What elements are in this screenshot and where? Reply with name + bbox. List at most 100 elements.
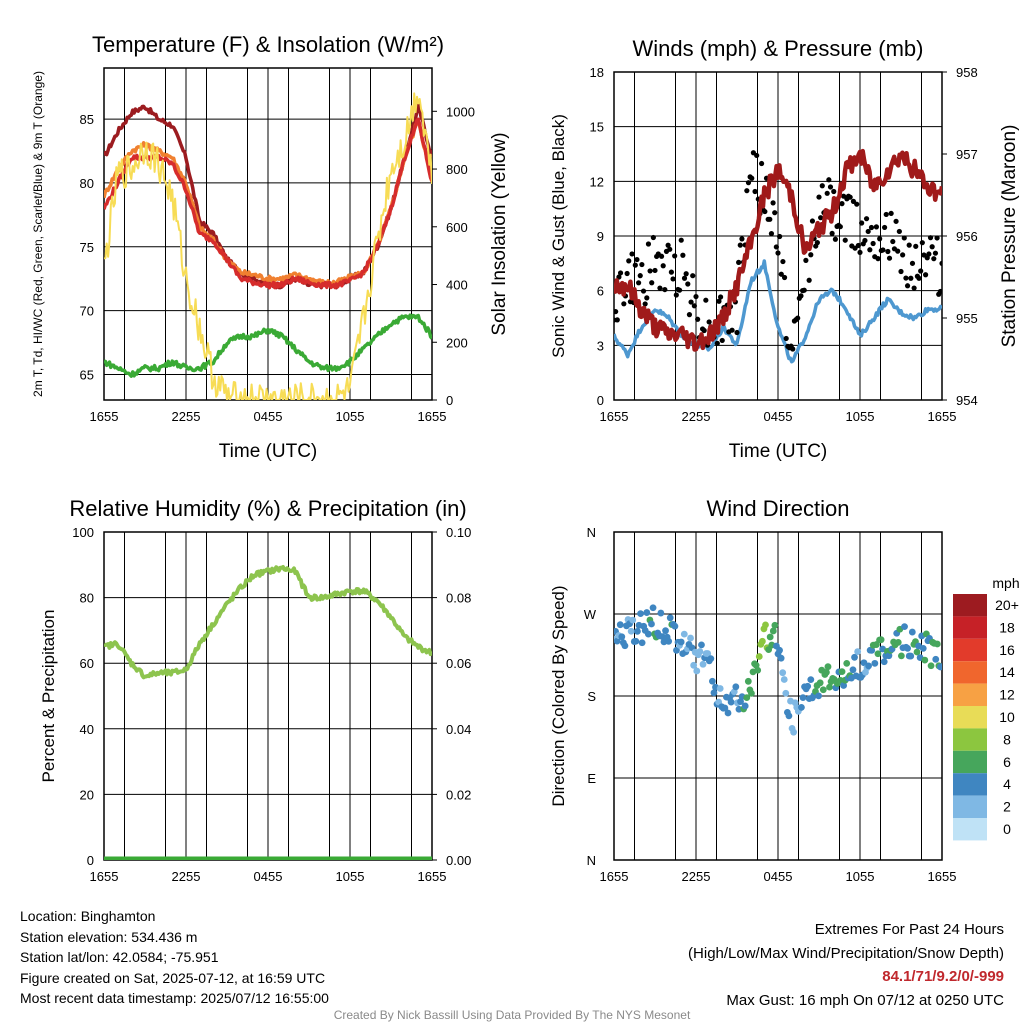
direction-point <box>762 621 769 629</box>
gust-point <box>739 236 745 242</box>
direction-point <box>904 644 912 652</box>
gust-point <box>690 273 696 279</box>
direction-point <box>885 652 893 660</box>
gust-point <box>877 236 883 242</box>
gust-point <box>644 295 650 301</box>
x-tick-label: 0455 <box>254 409 283 424</box>
gust-point <box>617 270 624 276</box>
gust-point <box>614 308 619 315</box>
direction-point <box>690 661 698 669</box>
direction-point <box>614 637 621 645</box>
gust-point <box>678 237 684 243</box>
y2-axis-label: Station Pressure (Maroon) <box>999 125 1020 348</box>
gust-point <box>839 201 845 207</box>
direction-point <box>709 677 716 685</box>
latest-timestamp: Most recent data timestamp: 2025/07/12 1… <box>20 990 329 1006</box>
station-latlon: Station lat/lon: 42.0584; -75.951 <box>20 949 219 965</box>
y-tick-label: 6 <box>597 284 604 299</box>
direction-point <box>699 660 707 668</box>
gust-point <box>650 234 656 241</box>
x-tick-label: 1055 <box>846 869 875 884</box>
gust-point <box>667 246 673 252</box>
station-info: Location: Binghamton Station elevation: … <box>20 906 329 1009</box>
colorbar-swatch <box>953 594 987 617</box>
gust-point <box>686 312 693 318</box>
gust-point <box>916 275 922 281</box>
colorbar-swatch <box>953 818 987 841</box>
y-tick-label: W <box>584 607 597 622</box>
y-tick-label: 40 <box>80 722 94 737</box>
direction-point <box>769 627 777 635</box>
gust-point <box>847 194 853 200</box>
gust-point <box>685 281 691 287</box>
direction-point <box>838 668 846 676</box>
gust-point <box>900 252 906 258</box>
direction-point <box>819 686 827 694</box>
x-tick-label: 1655 <box>418 869 447 884</box>
direction-point <box>897 652 905 660</box>
direction-point <box>854 648 862 655</box>
gust-point <box>658 253 665 259</box>
direction-point <box>716 685 724 692</box>
y2-tick-label: 400 <box>446 278 468 293</box>
gust-point <box>855 242 861 249</box>
direction-point <box>874 650 882 658</box>
direction-point <box>919 644 927 652</box>
gust-point <box>688 299 694 305</box>
direction-point <box>907 652 915 660</box>
gust-point <box>827 184 834 190</box>
colorbar-title: mph <box>992 575 1019 591</box>
gust-point <box>624 270 630 277</box>
y-tick-label: 12 <box>590 174 604 189</box>
gust-point <box>775 250 781 256</box>
direction-point <box>621 642 629 650</box>
gust-point <box>616 274 622 280</box>
direction-point <box>880 658 888 666</box>
y2-tick-label: 954 <box>956 393 978 408</box>
gust-point <box>752 188 758 195</box>
colorbar-swatch <box>953 750 987 774</box>
direction-point <box>913 648 921 656</box>
colorbar-label: 2 <box>1003 799 1011 815</box>
extremes-box: Extremes For Past 24 Hours (High/Low/Max… <box>688 918 1004 1012</box>
colorbar-label: 16 <box>999 642 1015 658</box>
extremes-subheading: (High/Low/Max Wind/Precipitation/Snow De… <box>688 944 1004 962</box>
gust-point <box>931 256 937 262</box>
direction-point <box>804 682 812 690</box>
gust-point <box>886 255 893 261</box>
direction-point <box>618 633 626 641</box>
x-tick-label: 1655 <box>928 409 957 424</box>
x-tick-label: 0455 <box>764 409 793 424</box>
direction-point <box>657 609 665 617</box>
gust-point <box>937 288 942 295</box>
direction-point <box>766 633 774 641</box>
gust-point <box>770 200 776 206</box>
direction-point <box>777 654 785 662</box>
direction-point <box>724 709 732 717</box>
gust-point <box>734 329 740 336</box>
y2-tick-label: 200 <box>446 335 468 350</box>
temperature-panel: 65 70 75 80 85 0 200 400 600 800 1000 1655 2255 0455 1… <box>31 32 510 462</box>
series-line <box>104 565 432 680</box>
gust-point <box>885 248 891 255</box>
gust-point <box>749 175 755 181</box>
direction-point <box>744 677 752 685</box>
gust-point <box>762 208 768 215</box>
gust-point <box>695 316 701 322</box>
gust-point <box>691 303 697 309</box>
gust-point <box>665 242 671 248</box>
direction-point <box>629 616 637 624</box>
y-tick-label: 60 <box>80 656 94 671</box>
colorbar-label: 8 <box>1003 731 1011 747</box>
gust-point <box>767 216 773 222</box>
extremes-heading: Extremes For Past 24 Hours <box>814 921 1004 938</box>
y2-tick-label: 957 <box>956 147 978 162</box>
direction-point <box>816 679 824 687</box>
direction-point <box>849 666 857 674</box>
gust-point <box>729 327 735 333</box>
gust-point <box>703 297 709 303</box>
gust-point <box>621 301 627 307</box>
direction-point <box>693 667 701 675</box>
y-axis-label: Percent & Precipitation <box>39 610 58 783</box>
gust-point <box>783 335 789 342</box>
